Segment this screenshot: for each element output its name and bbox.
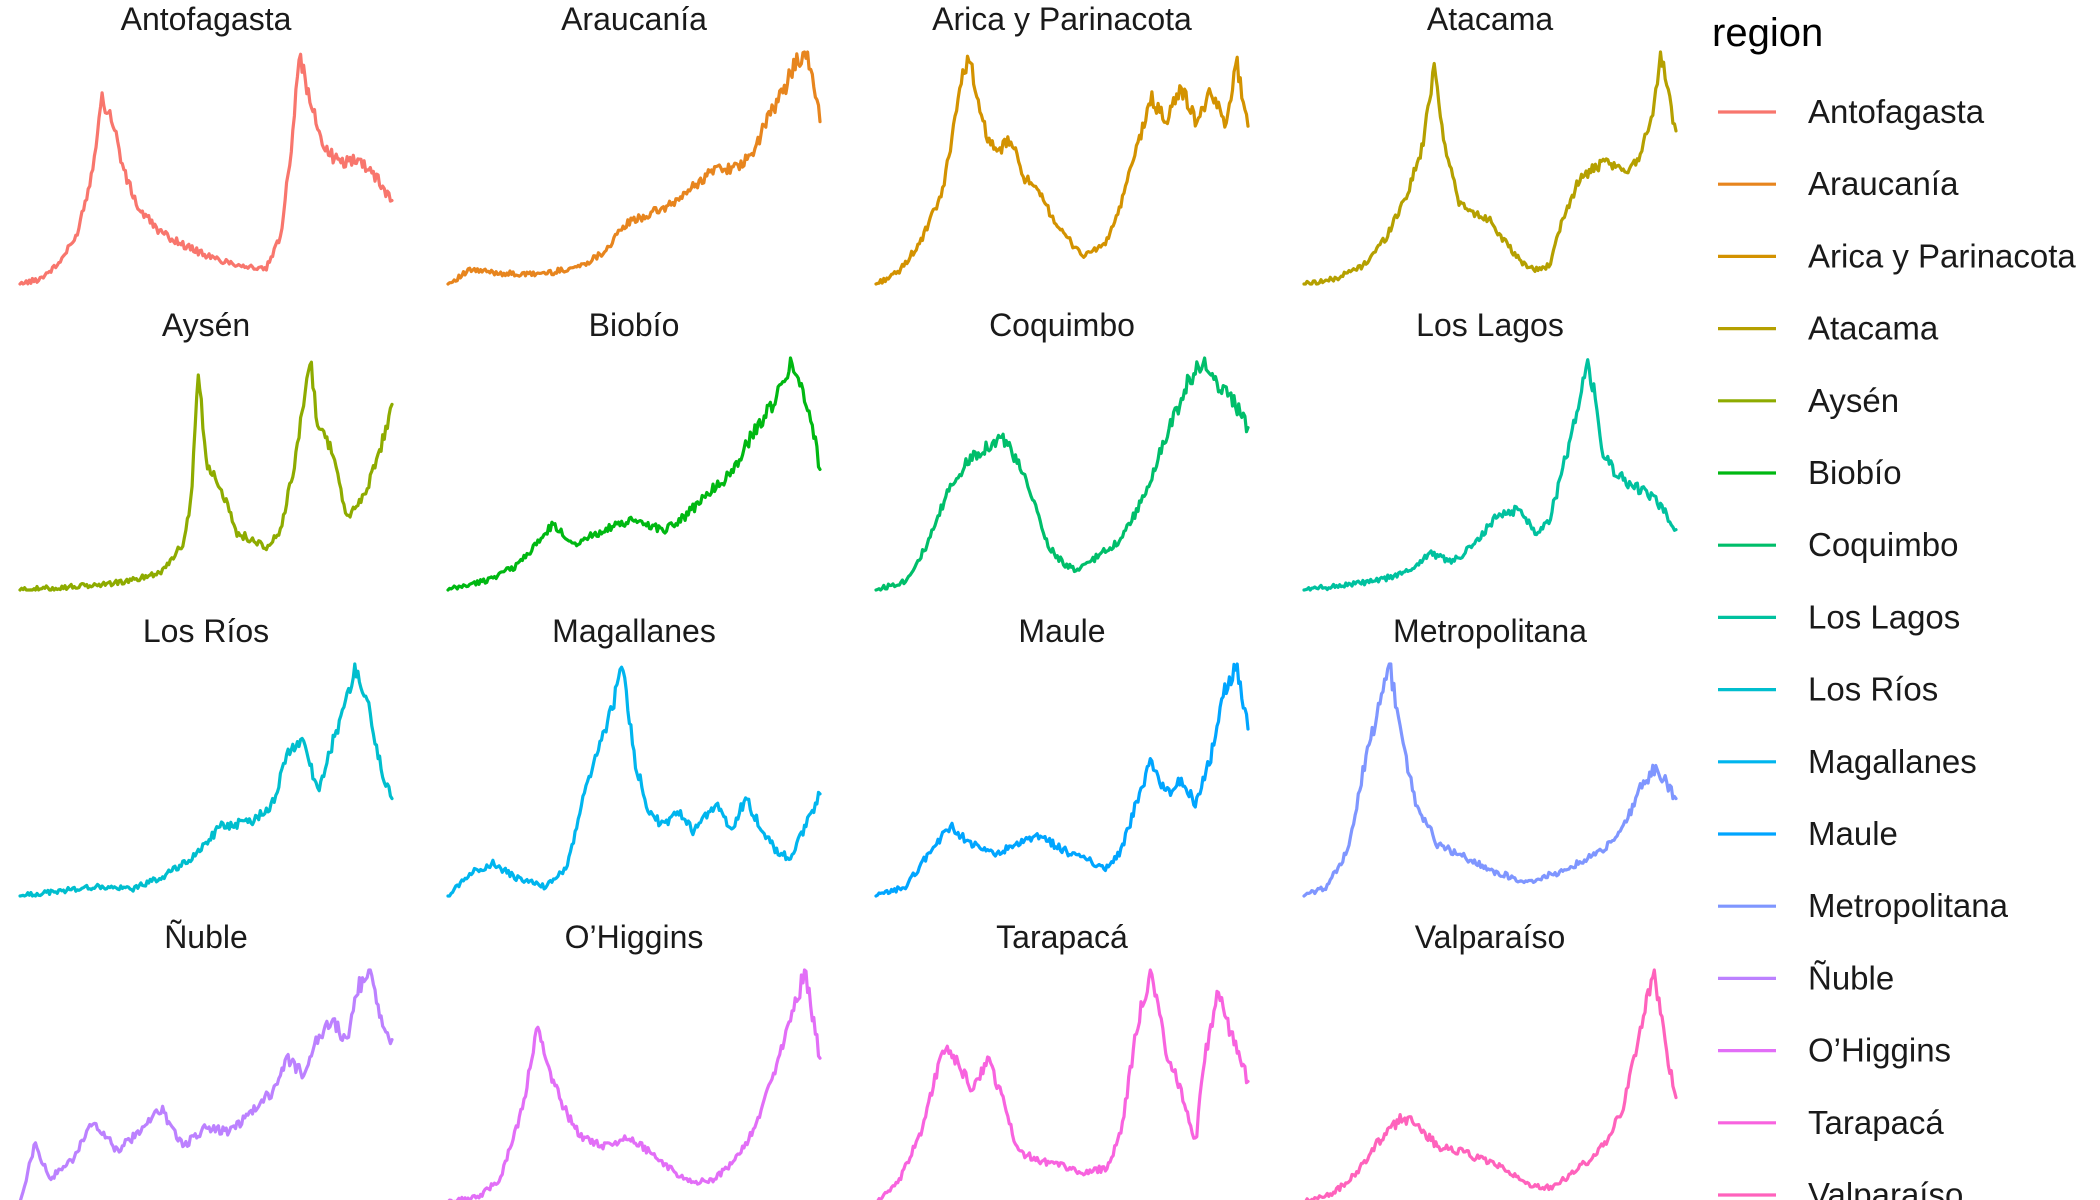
legend-items: Antofagasta Araucanía Arica y Parinacota At… <box>1718 93 2076 1200</box>
facet-title: Arica y Parinacota <box>932 1 1192 37</box>
legend-label: Maule <box>1808 815 1898 852</box>
legend-item: O’Higgins <box>1718 1032 1951 1069</box>
legend-item: Valparaíso <box>1718 1176 1963 1200</box>
facet-title: Aysén <box>162 307 250 343</box>
legend-label: Ñuble <box>1808 959 1894 996</box>
facet-title: Antofagasta <box>121 1 292 37</box>
legend-label: Atacama <box>1808 310 1939 347</box>
legend-item: Atacama <box>1718 310 1939 347</box>
facet-panel: Los Ríos <box>18 613 394 898</box>
legend-item: Ñuble <box>1718 959 1894 996</box>
facet-panels: Antofagasta Araucanía Arica y Parinacota At… <box>18 1 1678 1200</box>
legend-item: Tarapacá <box>1718 1104 1944 1141</box>
legend-title: region <box>1712 11 1823 55</box>
series-line <box>446 356 822 592</box>
series-line <box>1302 358 1678 592</box>
legend-item: Los Ríos <box>1718 671 1938 708</box>
series-line <box>447 968 822 1200</box>
legend-item: Maule <box>1718 815 1898 852</box>
facet-title: Atacama <box>1427 1 1553 37</box>
legend-label: O’Higgins <box>1808 1032 1951 1069</box>
facet-title: Metropolitana <box>1393 613 1587 649</box>
legend-label: Los Lagos <box>1808 598 1960 635</box>
facet-panel: Valparaíso <box>1304 919 1678 1200</box>
legend-item: Antofagasta <box>1718 93 1985 130</box>
facet-title: Tarapacá <box>996 919 1128 955</box>
legend-label: Magallanes <box>1808 743 1977 780</box>
facet-title: Los Ríos <box>143 613 269 649</box>
facet-panel: Araucanía <box>446 1 822 286</box>
series-line <box>874 54 1250 286</box>
legend-label: Biobío <box>1808 454 1902 491</box>
facet-panel: Maule <box>874 613 1250 898</box>
facet-panel: Metropolitana <box>1302 613 1678 898</box>
facet-title: Los Lagos <box>1416 307 1564 343</box>
series-line <box>18 360 394 592</box>
facet-title: Biobío <box>589 307 680 343</box>
facet-panel: Coquimbo <box>874 307 1250 592</box>
legend-label: Los Ríos <box>1808 671 1938 708</box>
facet-panel: Atacama <box>1302 1 1678 286</box>
facet-panel: Tarapacá <box>876 919 1250 1200</box>
series-line <box>18 52 394 286</box>
legend: region Antofagasta Araucanía Arica y Parin… <box>1712 11 2076 1200</box>
series-line <box>874 662 1250 898</box>
facet-title: Maule <box>1018 613 1105 649</box>
facet-title: Coquimbo <box>989 307 1135 343</box>
series-line <box>446 50 822 286</box>
legend-item: Coquimbo <box>1718 526 1958 563</box>
legend-label: Coquimbo <box>1808 526 1958 563</box>
facet-panel: Aysén <box>18 307 394 592</box>
legend-label: Antofagasta <box>1808 93 1985 130</box>
facet-panel: Ñuble <box>18 919 394 1200</box>
facet-title: Magallanes <box>552 613 716 649</box>
legend-item: Metropolitana <box>1718 887 2009 924</box>
legend-item: Araucanía <box>1718 165 1959 202</box>
facet-title: Araucanía <box>561 1 707 37</box>
legend-item: Los Lagos <box>1718 598 1960 635</box>
facet-panel: O’Higgins <box>447 919 822 1200</box>
series-line <box>446 665 822 898</box>
legend-item: Biobío <box>1718 454 1902 491</box>
facet-title: O’Higgins <box>565 919 704 955</box>
facet-panel: Antofagasta <box>18 1 394 286</box>
legend-item: Magallanes <box>1718 743 1977 780</box>
facet-panel: Biobío <box>446 307 822 592</box>
facet-panel: Los Lagos <box>1302 307 1678 592</box>
series-line <box>18 968 394 1200</box>
series-line <box>876 968 1250 1200</box>
series-line <box>1302 50 1678 286</box>
legend-label: Valparaíso <box>1808 1176 1963 1200</box>
series-line <box>18 662 394 898</box>
legend-label: Arica y Parinacota <box>1808 237 2076 274</box>
facet-title: Valparaíso <box>1415 919 1566 955</box>
legend-label: Araucanía <box>1808 165 1959 202</box>
legend-label: Aysén <box>1808 382 1899 419</box>
facet-panel: Magallanes <box>446 613 822 898</box>
legend-label: Metropolitana <box>1808 887 2009 924</box>
series-line <box>1304 968 1678 1200</box>
facet-title: Ñuble <box>164 919 248 955</box>
legend-item: Arica y Parinacota <box>1718 237 2076 274</box>
series-line <box>874 356 1250 592</box>
legend-label: Tarapacá <box>1808 1104 1944 1141</box>
legend-item: Aysén <box>1718 382 1899 419</box>
series-line <box>1302 662 1678 898</box>
facet-panel: Arica y Parinacota <box>874 1 1250 286</box>
